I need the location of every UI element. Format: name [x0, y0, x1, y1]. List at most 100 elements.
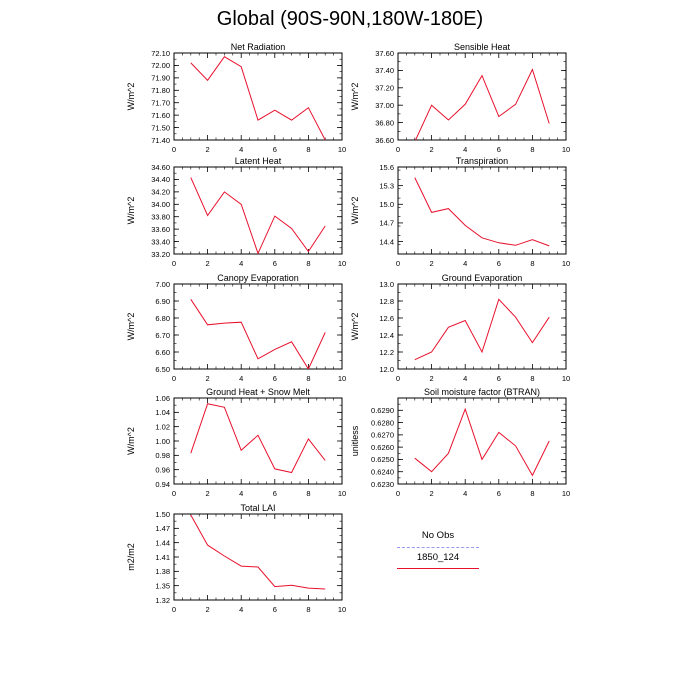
series-line-1850-124 [190, 177, 326, 254]
y-tick-label: 12.2 [379, 348, 394, 357]
x-tick-label: 4 [463, 489, 467, 498]
chart-panel-1: Net Radiation W/m^2 0 2 4 6 8 10 72.10 72.00 71.90… [126, 42, 346, 154]
x-tick-label: 4 [239, 259, 243, 268]
x-tick-label: 2 [206, 605, 210, 614]
x-tick-label: 10 [338, 605, 346, 614]
chart-title: Latent Heat [235, 156, 282, 166]
plot-frame [397, 397, 567, 485]
chart-title: Net Radiation [231, 42, 286, 52]
x-tick-label: 2 [430, 374, 434, 383]
x-tick-label: 4 [239, 489, 243, 498]
x-tick-label: 4 [239, 374, 243, 383]
chart-panel-3: Latent Heat W/m^2 0 2 4 6 8 10 34.60 34.40 34.20 34… [126, 156, 346, 268]
x-tick-label: 2 [206, 374, 210, 383]
y-axis-label: W/m^2 [126, 313, 136, 341]
y-tick-label: 13.0 [379, 280, 394, 289]
y-tick-label: 15.0 [379, 200, 394, 209]
plot-frame [173, 513, 343, 601]
series-line-1850-124 [190, 56, 326, 140]
y-axis-label: unitless [350, 425, 360, 456]
y-tick-label: 1.32 [155, 596, 170, 605]
y-tick-label: 15.3 [379, 181, 394, 190]
x-tick-label: 10 [562, 374, 570, 383]
y-tick-label: 1.50 [155, 510, 170, 519]
y-tick-label: 0.6240 [371, 468, 394, 477]
y-axis-label: W/m^2 [350, 313, 360, 341]
x-tick-label: 10 [562, 259, 570, 268]
series-line-1850-124 [190, 299, 326, 369]
y-tick-label: 1.06 [155, 394, 170, 403]
y-tick-label: 0.94 [155, 480, 170, 489]
x-tick-label: 10 [338, 259, 346, 268]
y-tick-label: 0.96 [155, 465, 170, 474]
y-tick-label: 6.80 [155, 314, 170, 323]
x-tick-label: 2 [206, 259, 210, 268]
y-tick-label: 37.40 [375, 66, 394, 75]
y-tick-label: 1.38 [155, 567, 170, 576]
x-tick-label: 0 [396, 145, 400, 154]
x-tick-label: 10 [338, 489, 346, 498]
chart-panel-5: Canopy Evaporation W/m^2 0 2 4 6 8 10 7.00 6.90 6.… [126, 273, 346, 383]
y-tick-label: 15.6 [379, 163, 394, 172]
chart-title: Sensible Heat [454, 42, 511, 52]
y-axis-label: W/m^2 [126, 427, 136, 455]
y-axis-label: W/m^2 [126, 197, 136, 225]
series-line-1850-124 [414, 298, 550, 361]
y-tick-label: 1.02 [155, 422, 170, 431]
x-tick-label: 0 [172, 259, 176, 268]
series-line-1850-124 [190, 403, 326, 474]
x-tick-label: 8 [530, 374, 534, 383]
x-tick-label: 8 [530, 259, 534, 268]
x-tick-label: 0 [172, 374, 176, 383]
y-tick-label: 6.90 [155, 297, 170, 306]
x-tick-label: 10 [338, 145, 346, 154]
x-tick-label: 2 [206, 145, 210, 154]
x-tick-label: 4 [463, 374, 467, 383]
y-tick-label: 33.80 [151, 213, 170, 222]
plot-frame [173, 283, 343, 370]
y-tick-label: 12.6 [379, 314, 394, 323]
y-tick-label: 7.00 [155, 280, 170, 289]
x-tick-label: 6 [497, 145, 501, 154]
x-tick-label: 6 [273, 145, 277, 154]
y-tick-label: 0.6270 [371, 431, 394, 440]
x-tick-label: 10 [338, 374, 346, 383]
y-tick-label: 12.0 [379, 365, 394, 374]
y-tick-label: 71.80 [151, 86, 170, 95]
plot-frame [397, 166, 567, 255]
y-tick-label: 1.47 [155, 524, 170, 533]
x-tick-label: 8 [306, 374, 310, 383]
y-tick-label: 1.41 [155, 553, 170, 562]
series-line-1850-124 [414, 407, 550, 477]
y-tick-label: 6.50 [155, 365, 170, 374]
y-tick-label: 72.10 [151, 49, 170, 58]
series-line-1850-124 [190, 514, 326, 590]
y-tick-label: 34.60 [151, 163, 170, 172]
y-tick-label: 72.00 [151, 61, 170, 70]
series-line-1850-124 [414, 177, 550, 247]
y-tick-label: 1.44 [155, 538, 170, 547]
plot-frame [173, 397, 343, 485]
x-tick-label: 2 [430, 259, 434, 268]
y-axis-label: m2/m2 [126, 543, 136, 571]
y-tick-label: 71.50 [151, 123, 170, 132]
x-tick-label: 8 [530, 145, 534, 154]
chart-panel-7: Ground Heat + Snow Melt W/m^2 0 2 4 6 8 10 1.06 1… [126, 387, 346, 498]
y-axis-label: W/m^2 [350, 197, 360, 225]
x-tick-label: 4 [463, 259, 467, 268]
x-tick-label: 2 [206, 489, 210, 498]
x-tick-label: 0 [172, 605, 176, 614]
y-tick-label: 0.98 [155, 451, 170, 460]
x-tick-label: 2 [430, 489, 434, 498]
y-tick-label: 33.20 [151, 250, 170, 259]
y-tick-label: 0.6230 [371, 480, 394, 489]
y-tick-label: 0.6280 [371, 418, 394, 427]
y-tick-label: 34.20 [151, 188, 170, 197]
plot-frame [173, 166, 343, 255]
chart-title: Total LAI [240, 503, 275, 513]
legend-line-1850-124 [397, 568, 479, 569]
chart-panel-9: Total LAI m2/m2 0 2 4 6 8 10 1.50 1.47 1.44 1.41 1.3… [126, 503, 346, 614]
y-tick-label: 1.00 [155, 437, 170, 446]
x-tick-label: 8 [306, 259, 310, 268]
y-tick-label: 0.6260 [371, 443, 394, 452]
